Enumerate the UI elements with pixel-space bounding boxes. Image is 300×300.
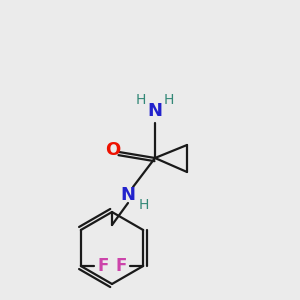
Text: N: N: [121, 186, 136, 204]
Text: F: F: [97, 257, 109, 275]
Text: H: H: [164, 93, 174, 107]
Text: H: H: [139, 198, 149, 212]
Text: O: O: [105, 141, 121, 159]
Text: F: F: [116, 257, 127, 275]
Text: H: H: [136, 93, 146, 107]
Text: N: N: [148, 102, 163, 120]
